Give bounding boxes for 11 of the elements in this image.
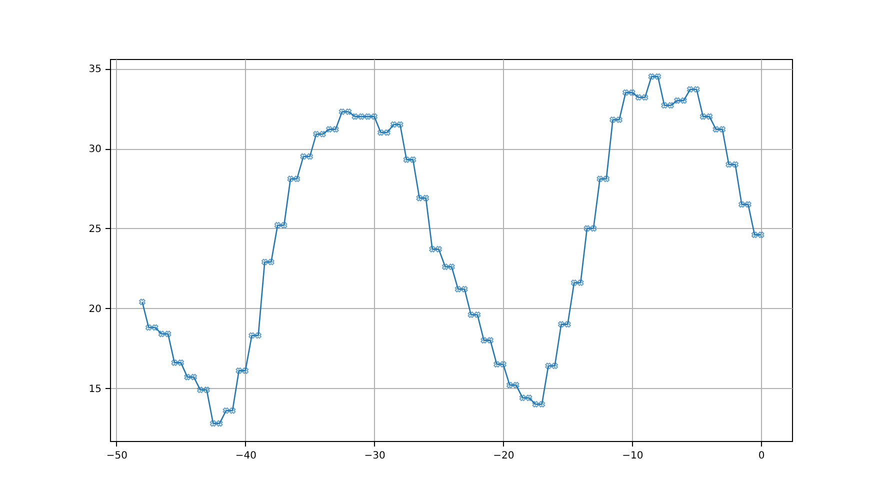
y-tick-label: 30 xyxy=(88,144,102,156)
x-tick-label: −10 xyxy=(622,450,644,462)
x-tick-label: −20 xyxy=(493,450,514,462)
x-tick-label: −30 xyxy=(364,450,386,462)
x-tick-label: −40 xyxy=(235,450,256,462)
x-tick-label: −50 xyxy=(106,450,128,462)
x-tick-label: 0 xyxy=(758,450,765,462)
y-tick-label: 20 xyxy=(88,304,102,315)
y-tick-label: 25 xyxy=(88,224,102,235)
y-tick-label: 35 xyxy=(88,64,102,76)
y-tick-label: 15 xyxy=(88,384,102,395)
